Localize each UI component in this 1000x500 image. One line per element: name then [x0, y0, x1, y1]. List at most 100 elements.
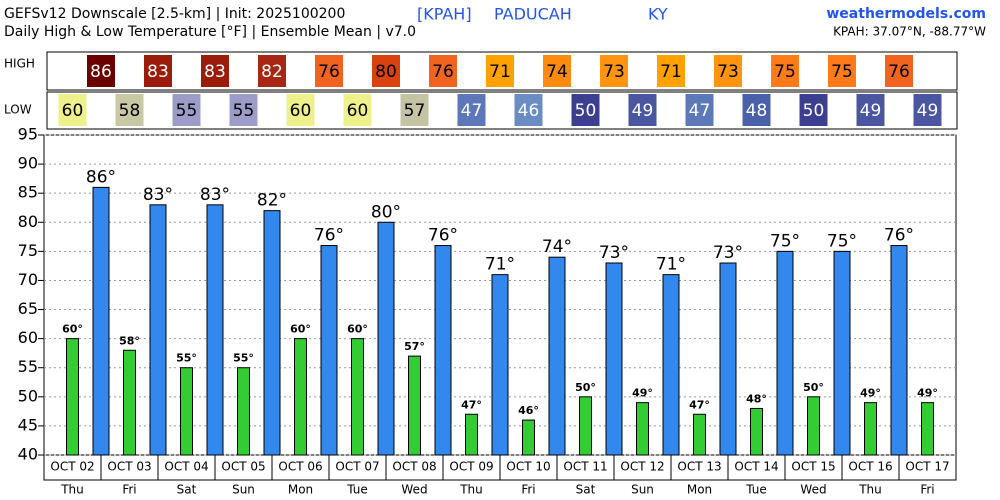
table-value: 83 [204, 62, 226, 82]
y-tick-label: 65 [18, 299, 38, 318]
value-label: 47° [461, 398, 482, 411]
table-value: 60 [347, 101, 369, 121]
value-label: 75° [770, 231, 800, 251]
table-value: 49 [860, 101, 882, 121]
bar [890, 245, 908, 456]
value-label: 60° [62, 323, 83, 336]
weekday-label: Thu [459, 483, 483, 497]
table-value: 58 [119, 101, 141, 121]
table-cell [514, 94, 543, 126]
table-cell [856, 94, 885, 126]
table-value: 86 [90, 62, 112, 82]
x-tick-label: OCT 14 [734, 460, 778, 474]
table-value: 76 [888, 62, 910, 82]
value-label: 55° [233, 352, 254, 365]
table-value: 75 [831, 62, 853, 82]
x-tick-label: OCT 08 [392, 460, 436, 474]
value-label: 57° [404, 340, 425, 353]
table-value: 76 [432, 62, 454, 82]
x-tick-label: OCT 05 [221, 460, 265, 474]
table-cell [714, 55, 742, 87]
source: weathermodels.com [826, 6, 986, 22]
bar [320, 245, 338, 456]
bar [92, 186, 110, 456]
bar [206, 204, 224, 456]
bar [237, 367, 250, 456]
table-cell [628, 94, 657, 126]
table-cell [58, 94, 87, 126]
row-label: LOW [4, 103, 32, 117]
x-tick-label: OCT 04 [164, 460, 208, 474]
table-cell [429, 55, 457, 87]
x-tick-label: OCT 13 [677, 460, 721, 474]
y-tick-label: 80 [18, 212, 38, 231]
bar [776, 250, 794, 456]
table-value: 71 [660, 62, 682, 82]
y-tick-label: 50 [18, 386, 38, 405]
bar [263, 210, 281, 456]
weekday-label: Thu [60, 483, 84, 497]
bar [579, 396, 592, 456]
y-tick-label: 70 [18, 270, 38, 289]
table-value: 60 [62, 101, 84, 121]
weekday-label: Wed [401, 483, 427, 497]
table-value: 55 [233, 101, 255, 121]
x-tick-label: OCT 15 [791, 460, 835, 474]
table-value: 55 [176, 101, 198, 121]
table-cell [343, 94, 372, 126]
bar [719, 262, 737, 456]
value-label: 46° [518, 404, 539, 417]
table-cell [87, 55, 115, 87]
bar [465, 413, 478, 456]
table-cell [913, 94, 942, 126]
value-label: 76° [884, 226, 914, 246]
table-cell [685, 94, 714, 126]
bar [750, 407, 763, 456]
table-cell [657, 55, 685, 87]
weekday-label: Fri [920, 483, 934, 497]
table-cell [742, 94, 771, 126]
table-value: 50 [803, 101, 825, 121]
bar [491, 274, 509, 456]
value-label: 86° [86, 167, 116, 187]
bar [662, 274, 680, 456]
table-cell [286, 94, 315, 126]
value-label: 47° [689, 398, 710, 411]
value-label: 50° [575, 381, 596, 394]
x-tick-label: OCT 07 [335, 460, 379, 474]
table-cell [828, 55, 856, 87]
table-cell [229, 94, 258, 126]
table-value: 83 [147, 62, 169, 82]
y-tick-label: 60 [18, 328, 38, 347]
value-label: 71° [485, 255, 515, 275]
value-label: 48° [746, 392, 767, 405]
value-label: 71° [656, 255, 686, 275]
x-tick-label: OCT 12 [620, 460, 664, 474]
table-value: 49 [632, 101, 654, 121]
table-cell [771, 55, 799, 87]
bar [605, 262, 623, 456]
weekday-label: Thu [858, 483, 882, 497]
x-tick-label: OCT 02 [50, 460, 94, 474]
weekday-label: Mon [288, 483, 313, 497]
bar [921, 402, 934, 456]
y-tick-label: 95 [18, 125, 38, 144]
bar [434, 245, 452, 456]
value-label: 55° [176, 352, 197, 365]
table-cell [799, 94, 828, 126]
value-label: 83° [200, 185, 230, 205]
table-cell [457, 94, 486, 126]
state: KY [648, 5, 668, 24]
bar [833, 250, 851, 456]
table-cell [201, 55, 229, 87]
bar [807, 396, 820, 456]
table-value: 50 [575, 101, 597, 121]
weekday-label: Tue [745, 483, 767, 497]
bar [522, 419, 535, 456]
table-cell [258, 55, 286, 87]
value-label: 49° [860, 387, 881, 400]
value-label: 60° [347, 323, 368, 336]
table-cell [571, 94, 600, 126]
table-value: 48 [746, 101, 768, 121]
table-value: 73 [717, 62, 739, 82]
